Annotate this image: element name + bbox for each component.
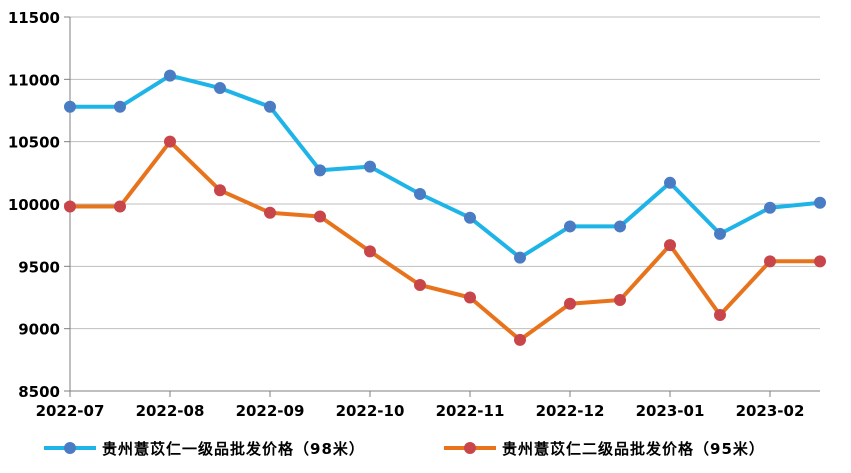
legend-label-grade-1: 贵州薏苡仁一级品批发价格（98米） <box>102 439 365 458</box>
series-1-point-14 <box>764 201 776 214</box>
series-1-point-9 <box>514 251 526 264</box>
series-2-point-11 <box>614 293 626 306</box>
y-tick-label-9000: 9000 <box>18 321 60 339</box>
series-2-point-3 <box>214 184 226 197</box>
series-1-point-3 <box>214 82 226 95</box>
series-line-1 <box>68 73 822 260</box>
legend: 贵州薏苡仁一级品批发价格（98米） 贵州薏苡仁二级品批发价格（95米） <box>0 436 851 466</box>
x-tick-label-2022-07: 2022-07 <box>36 402 105 420</box>
series-1-point-13 <box>714 227 726 240</box>
series-2-point-0 <box>64 200 76 213</box>
series-1-point-12 <box>664 176 676 189</box>
y-tick-label-10500: 10500 <box>8 134 60 152</box>
x-tick-label-2022-12: 2022-12 <box>536 402 605 420</box>
x-tick-label-2022-08: 2022-08 <box>136 402 205 420</box>
x-tick-label-2023-02: 2023-02 <box>736 402 805 420</box>
series-2-point-13 <box>714 308 726 321</box>
y-tick-label-8500: 8500 <box>18 383 60 401</box>
series-1-point-8 <box>464 211 476 224</box>
series-1-point-0 <box>64 100 76 113</box>
series-1-point-5 <box>314 164 326 177</box>
legend-label-grade-2: 贵州薏苡仁二级品批发价格（95米） <box>502 439 765 458</box>
series-2-point-15 <box>814 255 826 268</box>
legend-swatch-grade-2 <box>444 438 496 458</box>
series-2-point-14 <box>764 255 776 268</box>
series-2-point-9 <box>514 333 526 346</box>
series-1-point-4 <box>264 100 276 113</box>
series-1-point-15 <box>814 196 826 209</box>
series-2-point-5 <box>314 210 326 223</box>
series-group <box>64 69 826 346</box>
series-2-point-12 <box>664 239 676 252</box>
series-1-point-11 <box>614 220 626 233</box>
series-1-point-6 <box>364 160 376 173</box>
x-tick-label-2023-01: 2023-01 <box>636 402 705 420</box>
legend-item-grade-2[interactable]: 贵州薏苡仁二级品批发价格（95米） <box>444 436 765 460</box>
series-2-point-7 <box>414 279 426 292</box>
series-1-point-1 <box>114 100 126 113</box>
series-2-point-6 <box>364 245 376 258</box>
line-chart: 8500 9000 9500 10000 10500 11000 11500 2022-07… <box>8 9 826 420</box>
series-2-point-2 <box>164 135 176 148</box>
legend-swatch-grade-1 <box>44 438 96 458</box>
y-tick-label-9500: 9500 <box>18 258 60 276</box>
series-line-2 <box>68 139 822 342</box>
y-axis-ticks: 8500 9000 9500 10000 10500 11000 11500 <box>8 9 70 401</box>
series-2-point-10 <box>564 297 576 310</box>
y-tick-label-11000: 11000 <box>8 71 60 89</box>
x-tick-label-2022-09: 2022-09 <box>236 402 305 420</box>
x-tick-label-2022-10: 2022-10 <box>336 402 405 420</box>
x-axis-ticks: 2022-07 2022-08 2022-09 2022-10 2022-11 2022-… <box>36 391 805 420</box>
y-tick-label-10000: 10000 <box>8 196 60 214</box>
series-2-point-1 <box>114 200 126 213</box>
legend-item-grade-1[interactable]: 贵州薏苡仁一级品批发价格（98米） <box>44 436 365 460</box>
series-1-point-7 <box>414 188 426 201</box>
series-1-point-2 <box>164 69 176 82</box>
series-2-point-4 <box>264 206 276 219</box>
x-tick-label-2022-11: 2022-11 <box>436 402 505 420</box>
series-1-point-10 <box>564 220 576 233</box>
y-tick-label-11500: 11500 <box>8 9 60 27</box>
gridlines <box>70 16 820 330</box>
series-2-point-8 <box>464 291 476 304</box>
